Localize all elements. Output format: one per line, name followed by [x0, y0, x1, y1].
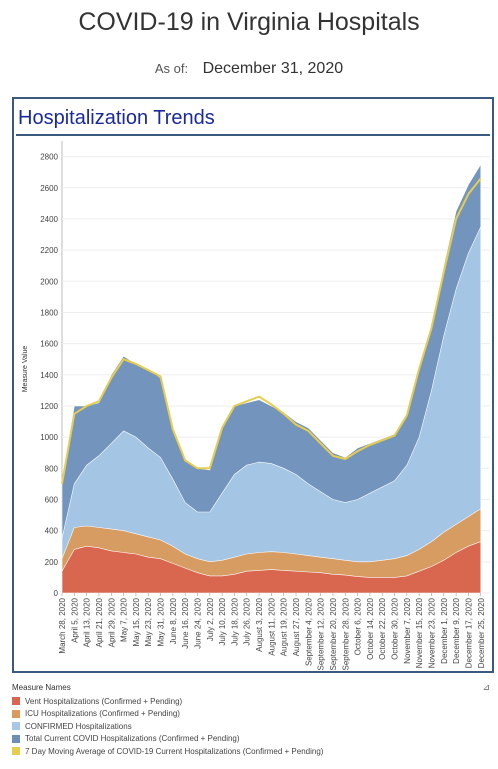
x-tick-label: October 14, 2020	[366, 597, 375, 659]
x-tick-label: October 6, 2020	[354, 597, 363, 655]
x-tick-label: April 29, 2020	[107, 597, 116, 647]
x-tick-label: November 23, 2020	[427, 597, 436, 668]
panel-title-rule	[16, 134, 490, 136]
x-tick-label: April 5, 2020	[70, 597, 79, 642]
y-tick-label: 1400	[40, 371, 58, 380]
x-tick-label: December 1, 2020	[440, 597, 449, 663]
legend-item[interactable]: 7 Day Moving Average of COVID-19 Current…	[12, 745, 494, 758]
x-tick-label: August 3, 2020	[255, 597, 264, 651]
y-tick-label: 600	[45, 495, 59, 504]
x-tick-label: May 7, 2020	[120, 597, 129, 642]
chart-panel: Hospitalization Trends 0 200 400 600 800 1000…	[12, 97, 494, 673]
x-tick-label: November 7, 2020	[403, 597, 412, 663]
x-tick-label: December 9, 2020	[452, 597, 461, 663]
hospitalization-chart[interactable]: 0 200 400 600 800 1000 1200 1400 1600 1800 2000 220…	[14, 99, 492, 671]
x-tick-label: July 18, 2020	[230, 597, 239, 645]
x-tick-label: July 10, 2020	[218, 597, 227, 645]
as-of-date: December 31, 2020	[202, 60, 344, 77]
y-tick-label: 0	[54, 589, 59, 598]
axis-layer: 0 200 400 600 800 1000 1200 1400 1600 1800 2000 220…	[40, 153, 486, 671]
y-tick-label: 1000	[40, 433, 58, 442]
x-tick-label: August 11, 2020	[267, 597, 276, 655]
legend-items: Vent Hospitalizations (Confirmed + Pendi…	[12, 695, 494, 758]
x-tick-label: August 27, 2020	[292, 597, 301, 656]
x-tick-label: April 21, 2020	[95, 597, 104, 647]
x-tick-label: June 8, 2020	[169, 597, 178, 644]
legend-label: Vent Hospitalizations (Confirmed + Pendi…	[25, 696, 183, 706]
y-tick-label: 400	[45, 527, 59, 536]
legend-item[interactable]: Total Current COVID Hospitalizations (Co…	[12, 733, 494, 746]
legend-label: CONFIRMED Hospitalizations	[25, 721, 132, 731]
y-tick-label: 2600	[40, 184, 58, 193]
x-tick-label: December 25, 2020	[477, 597, 486, 668]
y-tick-label: 2200	[40, 246, 58, 255]
x-tick-label: September 4, 2020	[304, 597, 313, 666]
legend-swatch	[12, 722, 20, 731]
legend-label: 7 Day Moving Average of COVID-19 Current…	[25, 746, 324, 756]
legend-swatch	[12, 709, 20, 718]
legend-item[interactable]: ICU Hospitalizations (Confirmed + Pendin…	[12, 708, 494, 721]
as-of: As of: December 31, 2020	[0, 60, 498, 78]
x-tick-label: May 15, 2020	[132, 597, 141, 646]
y-tick-label: 2800	[40, 153, 58, 162]
y-tick-label: 2000	[40, 277, 58, 286]
y-tick-label: 800	[45, 464, 59, 473]
y-axis-title: Measure Value	[22, 346, 29, 393]
x-tick-label: June 24, 2020	[193, 597, 202, 648]
x-tick-label: July 2, 2020	[206, 597, 215, 641]
confirmed-area[interactable]	[61, 226, 482, 594]
x-tick-label: March 28, 2020	[58, 597, 67, 653]
x-tick-label: September 20, 2020	[329, 597, 338, 670]
y-tick-label: 1200	[40, 402, 58, 411]
vent-area[interactable]	[61, 541, 482, 594]
x-tick-label: September 28, 2020	[341, 597, 350, 670]
as-of-label: As of:	[154, 61, 189, 76]
filter-icon[interactable]: ⊿	[482, 682, 490, 692]
x-tick-label: May 23, 2020	[144, 597, 153, 646]
y-tick-label: 200	[45, 558, 59, 567]
page-title: COVID-19 in Virginia Hospitals	[78, 8, 420, 36]
legend-title: Measure Names	[12, 683, 71, 692]
x-tick-label: June 16, 2020	[181, 597, 190, 648]
legend-swatch	[12, 697, 20, 706]
legend-item[interactable]: CONFIRMED Hospitalizations	[12, 720, 494, 733]
legend-swatch	[12, 734, 20, 743]
moving-average-line[interactable]	[61, 177, 482, 485]
x-tick-label: December 17, 2020	[464, 597, 473, 668]
y-tick-label: 2400	[40, 215, 58, 224]
x-tick-label: April 13, 2020	[83, 597, 92, 647]
legend-swatch	[12, 747, 20, 756]
area-layer	[61, 163, 482, 594]
x-tick-label: August 19, 2020	[280, 597, 289, 656]
x-tick-label: October 22, 2020	[378, 597, 387, 659]
legend-item[interactable]: Vent Hospitalizations (Confirmed + Pendi…	[12, 695, 494, 708]
x-tick-label: May 31, 2020	[157, 597, 166, 646]
x-tick-label: November 15, 2020	[415, 597, 424, 668]
panel-title: Hospitalization Trends	[18, 107, 215, 129]
x-tick-label: September 12, 2020	[317, 597, 326, 670]
x-tick-label: July 26, 2020	[243, 597, 252, 645]
legend-label: ICU Hospitalizations (Confirmed + Pendin…	[25, 709, 180, 719]
y-tick-label: 1800	[40, 308, 58, 317]
legend: Measure Names Vent Hospitalizations (Con…	[12, 683, 494, 758]
y-tick-label: 1600	[40, 340, 58, 349]
legend-label: Total Current COVID Hospitalizations (Co…	[25, 734, 240, 744]
x-tick-label: October 30, 2020	[391, 597, 400, 659]
